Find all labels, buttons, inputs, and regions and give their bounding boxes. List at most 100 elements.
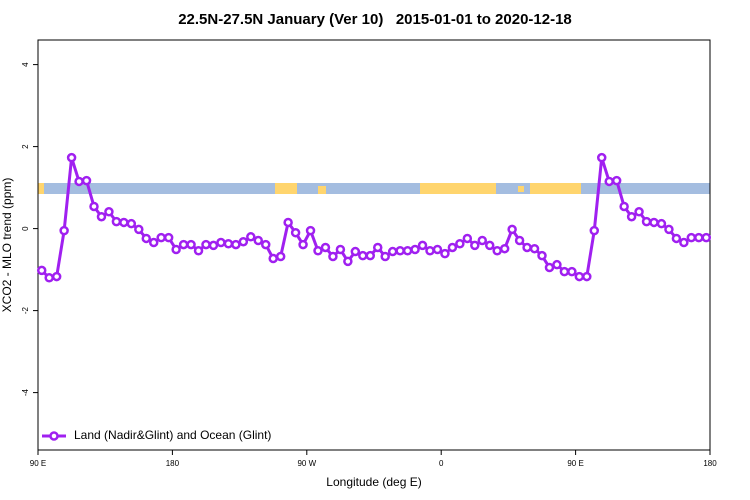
point [36,265,47,276]
point [484,240,495,251]
point [320,242,331,253]
point [298,239,308,250]
point [290,227,301,238]
y-tick-label: 4 [21,62,30,67]
point [372,242,383,253]
point [358,250,368,261]
point [440,248,450,259]
point [410,244,420,255]
point [268,253,278,264]
point [223,239,234,249]
land-patch [318,186,326,194]
point [544,262,555,273]
point [596,152,607,163]
legend-marker [49,431,59,441]
point [425,245,435,256]
point [671,233,682,244]
point [305,225,316,236]
point [74,176,84,187]
point [89,201,99,212]
point [694,232,704,243]
point [134,224,144,235]
point [492,245,502,256]
land-patch [38,183,44,194]
point [567,266,577,277]
point [96,211,107,222]
point [589,225,600,236]
point [574,271,585,282]
point [350,246,361,257]
point [619,201,629,212]
point [283,217,293,228]
point [626,211,637,222]
x-tick-label: 180 [703,459,717,468]
point [111,216,122,227]
x-tick-label: 0 [439,459,444,468]
land-patch [546,183,581,194]
point [208,240,219,251]
point [387,246,398,257]
point [395,245,405,256]
point [417,240,428,251]
point [656,218,667,229]
point [163,232,174,243]
point [402,245,413,256]
point [141,233,152,244]
point [380,251,390,262]
y-tick-label: -4 [21,388,30,396]
point [328,251,338,262]
point [216,237,226,248]
point [365,250,376,261]
plot-frame [37,39,711,451]
point [701,232,712,243]
point [44,273,54,283]
point [156,232,166,243]
point [81,175,92,186]
point [335,244,346,255]
y-tick-label: -2 [21,306,30,314]
point [193,245,204,256]
point [514,235,525,246]
point [455,239,465,249]
point [178,239,189,250]
point [641,216,652,227]
point [104,207,114,217]
point [499,243,510,254]
point [604,176,614,187]
point [559,266,570,277]
point [275,251,286,262]
point [313,245,323,256]
point [477,235,488,246]
y-tick-label: 0 [21,226,30,231]
land-patch [530,183,546,194]
point [238,236,249,247]
point [343,256,353,267]
point [148,237,159,248]
ocean-band [38,183,710,194]
point [522,242,532,253]
land-patch [518,186,524,192]
point [51,271,62,282]
point [582,271,592,282]
point [246,232,256,242]
point [171,244,181,255]
point [126,218,137,229]
point [260,239,271,250]
x-axis-label: Longitude (deg E) [326,475,421,489]
point [552,259,562,270]
point [66,152,77,163]
point [649,217,659,228]
point [59,225,69,236]
chart-title: 22.5N-27.5N January (Ver 10) 2015-01-01 … [178,11,572,28]
point [231,239,241,250]
point [507,224,517,235]
land-patch [275,183,297,194]
point [537,250,547,261]
point [634,207,644,217]
point [470,240,480,251]
point [447,242,458,253]
point [432,244,443,255]
point [679,237,689,248]
legend-label: Land (Nadir&Glint) and Ocean (Glint) [74,428,271,442]
point [119,217,129,228]
